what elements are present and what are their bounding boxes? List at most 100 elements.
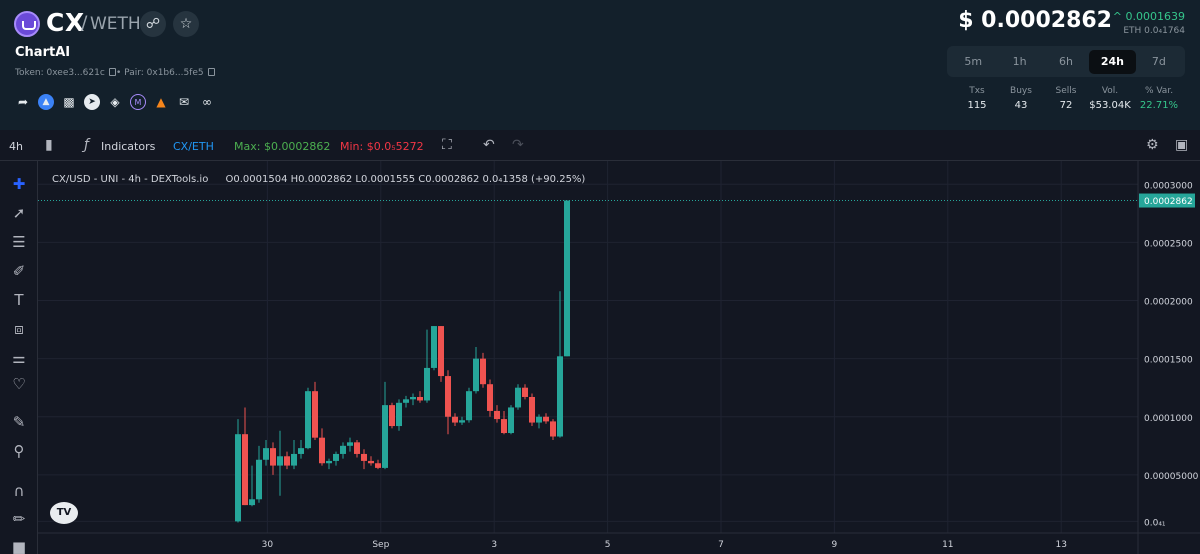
timeframe-1h[interactable]: 1h bbox=[1012, 54, 1027, 68]
link-icon[interactable]: ∞ bbox=[202, 95, 212, 109]
timeframe-selector: 5m 1h 6h 24h 7d bbox=[947, 46, 1185, 77]
timeframe-24h[interactable]: 24h bbox=[1089, 49, 1136, 74]
magnet-icon[interactable]: ∩ bbox=[13, 482, 25, 500]
candle-down bbox=[550, 421, 556, 437]
candle-up bbox=[256, 459, 262, 500]
zoom-icon[interactable]: ⚲ bbox=[13, 442, 25, 460]
fullscreen-icon[interactable]: ⛶ bbox=[442, 137, 452, 153]
twitter-icon[interactable]: ◈ bbox=[110, 95, 120, 109]
token-name: ChartAI bbox=[15, 45, 71, 60]
candle-down bbox=[284, 456, 290, 466]
y-tick-label: 0.0002500 bbox=[1144, 239, 1193, 249]
token-symbol: CX bbox=[46, 8, 85, 37]
pair-separator: / bbox=[81, 12, 88, 34]
heart-icon[interactable]: ♡ bbox=[12, 375, 26, 393]
stat-variation-label: % Var. bbox=[1144, 86, 1174, 96]
candle-up bbox=[396, 402, 402, 427]
candle-down bbox=[242, 434, 248, 506]
y-tick-label: 0.0001500 bbox=[1144, 356, 1193, 366]
candle-down bbox=[501, 419, 507, 434]
candle-up bbox=[564, 200, 570, 357]
star-icon[interactable]: ☆ bbox=[173, 11, 199, 37]
undo-icon[interactable]: ↶ bbox=[483, 137, 495, 153]
candle-down bbox=[438, 326, 444, 377]
candle-up bbox=[382, 405, 388, 468]
interval-selector[interactable]: 4h bbox=[9, 140, 23, 153]
candle-up bbox=[424, 367, 430, 401]
brush-icon[interactable]: ✐ bbox=[12, 262, 26, 280]
candle-up bbox=[263, 448, 269, 460]
timeframe-6h[interactable]: 6h bbox=[1059, 54, 1073, 68]
candle-up bbox=[305, 391, 311, 449]
chart-icon[interactable]: ▲ bbox=[38, 94, 54, 110]
candle-up bbox=[340, 445, 346, 454]
lock-drawing-icon[interactable]: ✏ bbox=[12, 510, 26, 528]
indicators-button[interactable]: Indicators bbox=[101, 140, 156, 153]
crosshair-icon[interactable]: ✚ bbox=[12, 175, 26, 193]
tradingview-logo: TV bbox=[50, 502, 78, 524]
trendline-icon[interactable]: ➚ bbox=[12, 204, 26, 222]
candle-up bbox=[466, 391, 472, 421]
monitor-icon[interactable]: ▩ bbox=[63, 95, 75, 109]
candle-up bbox=[403, 399, 409, 403]
price-chart[interactable]: 0.0003000 0.0002500 0.0002000 0.0001500 0.00… bbox=[38, 161, 1200, 554]
prediction-icon[interactable]: ⚌ bbox=[12, 349, 26, 367]
function-icon[interactable]: ƒ bbox=[84, 137, 89, 153]
candle-up bbox=[536, 416, 542, 423]
y-tick-label: 0.0001000 bbox=[1144, 414, 1193, 424]
drawing-toolbar: ✚ ➚ ☰ ✐ T ⧈ ⚌ ♡ ✎ ⚲ ∩ ✏ ■ bbox=[0, 161, 38, 554]
candle-up bbox=[431, 326, 437, 368]
copy-pair-icon[interactable] bbox=[207, 68, 215, 76]
ohlc-values: O0.0001504 H0.0002862 L0.0001555 C0.0002… bbox=[225, 174, 586, 185]
share-icon[interactable]: ➦ bbox=[17, 95, 29, 109]
pair-address-label: Pair: 0x1b6...5fe5 bbox=[124, 68, 204, 78]
timeframe-5m[interactable]: 5m bbox=[964, 54, 983, 68]
x-tick-label: 30 bbox=[262, 540, 274, 550]
metamask-icon[interactable]: ▲ bbox=[156, 95, 166, 109]
stat-buys-value: 43 bbox=[1014, 100, 1028, 111]
candle-up bbox=[508, 407, 514, 434]
x-tick-label: 11 bbox=[942, 540, 953, 550]
binoculars-icon[interactable]: ☍ bbox=[140, 11, 166, 37]
x-tick-label: 7 bbox=[718, 540, 724, 550]
camera-icon[interactable]: ▣ bbox=[1175, 137, 1189, 153]
candle-up bbox=[557, 356, 563, 437]
pair-toggle-button[interactable]: CX/ETH bbox=[173, 140, 214, 153]
coinmarketcap-icon[interactable]: M bbox=[130, 94, 146, 110]
min-price-label: Min: $0.0₅5272 bbox=[340, 140, 424, 153]
candle-down bbox=[270, 448, 276, 466]
candle-style-icon[interactable]: ▮ bbox=[45, 137, 53, 153]
y-tick-label: 0.0002000 bbox=[1144, 298, 1193, 308]
candle-up bbox=[249, 499, 255, 506]
max-price-label: Max: $0.0002862 bbox=[234, 140, 331, 153]
copy-token-icon[interactable] bbox=[108, 68, 116, 76]
fib-retracement-icon[interactable]: ☰ bbox=[12, 233, 26, 251]
stat-sells-label: Sells bbox=[1055, 86, 1077, 96]
telegram-icon[interactable]: ➤ bbox=[84, 94, 100, 110]
stat-sells-value: 72 bbox=[1059, 100, 1073, 111]
ruler-icon[interactable]: ✎ bbox=[12, 413, 26, 431]
candle-down bbox=[522, 387, 528, 397]
candle-down bbox=[480, 358, 486, 385]
redo-icon[interactable]: ↷ bbox=[512, 137, 524, 153]
pattern-icon[interactable]: ⧈ bbox=[14, 320, 24, 338]
candle-up bbox=[347, 442, 353, 446]
timeframe-7d[interactable]: 7d bbox=[1151, 54, 1166, 68]
settings-icon[interactable]: ⚙ bbox=[1146, 137, 1159, 153]
candle-down bbox=[543, 416, 549, 422]
stat-buys: Buys 43 bbox=[1004, 86, 1038, 111]
y-tick-label: 0.0003000 bbox=[1144, 181, 1193, 191]
social-links: ➦ ▲ ▩ ➤ ◈ M ▲ ✉ ∞ bbox=[15, 94, 215, 110]
price-change: ^ 0.0001639 bbox=[1112, 10, 1185, 23]
text-icon[interactable]: T bbox=[14, 291, 24, 309]
candle-up bbox=[473, 358, 479, 392]
y-tick-label: 0.00005000 bbox=[1144, 472, 1199, 482]
stat-volume: Vol. $53.04K bbox=[1085, 86, 1135, 111]
chart-toolbar: 4h ▮ ƒ Indicators CX/ETH Max: $0.0002862… bbox=[0, 133, 1200, 161]
email-icon[interactable]: ✉ bbox=[178, 95, 190, 109]
x-tick-label: 13 bbox=[1055, 540, 1066, 550]
candle-up bbox=[459, 420, 465, 423]
lock-icon[interactable]: ■ bbox=[11, 538, 27, 554]
candle-up bbox=[515, 387, 521, 408]
x-tick-label: Sep bbox=[372, 540, 389, 550]
